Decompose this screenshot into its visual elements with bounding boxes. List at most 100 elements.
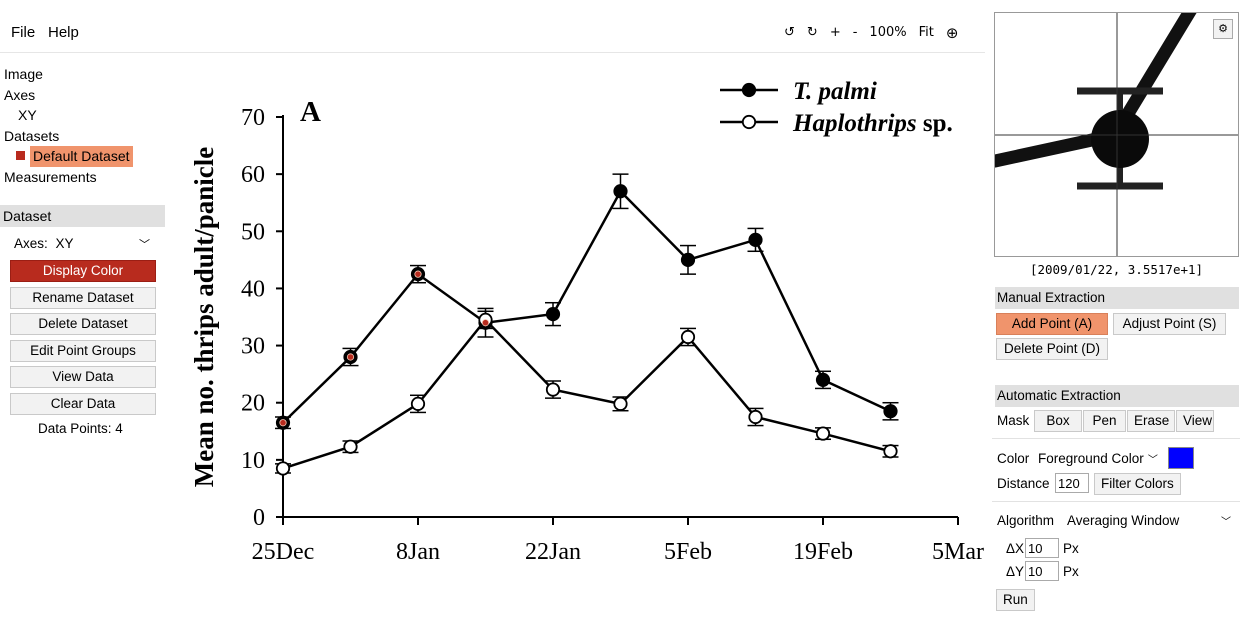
series-2-point	[748, 409, 763, 425]
display-color-button[interactable]: Display Color	[10, 260, 156, 282]
tree-dataset-default[interactable]: Default Dataset	[4, 146, 133, 167]
fit-button[interactable]: Fit	[918, 25, 934, 40]
mask-erase-button[interactable]: Erase	[1127, 410, 1175, 432]
mask-box-button[interactable]: Box	[1034, 410, 1082, 432]
legend-label: Haplothrips sp.	[792, 110, 953, 137]
clear-data-button[interactable]: Clear Data	[10, 393, 156, 415]
zoom-out-button[interactable]: -	[852, 25, 858, 40]
zoom-level: 100%	[869, 25, 907, 40]
run-button[interactable]: Run	[996, 589, 1035, 611]
digitized-point	[279, 419, 287, 427]
divider	[992, 501, 1240, 502]
gear-icon[interactable]: ⚙	[1213, 19, 1233, 39]
add-point-button[interactable]: Add Point (A)	[996, 313, 1108, 335]
x-tick-label: 25Dec	[252, 539, 315, 565]
y-tick-label: 40	[241, 276, 265, 302]
dataset-panel-header: Dataset	[0, 205, 165, 227]
y-axis-label: Mean no. thrips adult/panicle	[189, 147, 219, 488]
delete-dataset-button[interactable]: Delete Dataset	[10, 313, 156, 335]
tree-view: Image Axes XY Datasets Default Dataset M…	[4, 64, 133, 187]
series-1-line	[282, 189, 892, 424]
axes-select-label: Axes:	[14, 236, 48, 251]
automatic-extraction-header: Automatic Extraction	[995, 385, 1239, 407]
y-tick-label: 60	[241, 162, 265, 188]
series-1-point	[613, 184, 628, 199]
digitized-point	[346, 353, 355, 361]
rename-dataset-button[interactable]: Rename Dataset	[10, 287, 156, 309]
magnifier-view: ⚙	[994, 12, 1239, 257]
menu-bar: File Help ↺ ↻ + - 100% Fit ⊕	[0, 0, 985, 53]
menu-help[interactable]: Help	[48, 24, 79, 41]
x-tick-label: 22Jan	[525, 539, 581, 565]
series-1-point	[545, 307, 561, 322]
y-tick-label: 50	[241, 219, 265, 245]
rotate-ccw-icon[interactable]: ↺	[784, 25, 795, 40]
mask-pen-button[interactable]: Pen	[1083, 410, 1126, 432]
legend-marker	[741, 114, 757, 130]
color-swatch[interactable]	[1168, 447, 1194, 469]
divider	[992, 438, 1240, 439]
plot-canvas[interactable]: 0 10 20 30 40 50 60 70 25Dec 8Jan 22Jan 5Feb 19Feb 5M…	[170, 55, 985, 600]
menu-file[interactable]: File	[11, 24, 36, 41]
series-2-point	[275, 461, 291, 476]
mask-view-button[interactable]: View	[1176, 410, 1214, 432]
algorithm-select[interactable]: Averaging Window ﹀	[1067, 513, 1235, 528]
filter-colors-button[interactable]: Filter Colors	[1094, 473, 1181, 495]
series-2-point	[815, 426, 831, 441]
edit-point-groups-button[interactable]: Edit Point Groups	[10, 340, 156, 362]
dx-label: ΔX	[1006, 541, 1025, 556]
y-tick-label: 10	[241, 448, 265, 474]
series-2-line	[282, 317, 891, 470]
dy-unit: Px	[1063, 564, 1079, 579]
digitized-point	[481, 319, 490, 327]
distance-label: Distance	[997, 476, 1050, 491]
cursor-coordinates: [2009/01/22, 3.5517e+1]	[1029, 262, 1204, 277]
zoom-in-button[interactable]: +	[829, 25, 841, 40]
delete-point-button[interactable]: Delete Point (D)	[996, 338, 1108, 360]
axes-select[interactable]: Axes: XY ﹀	[14, 236, 154, 251]
color-mode-value: Foreground Color	[1038, 451, 1144, 466]
digitized-point	[414, 270, 422, 278]
chevron-down-icon: ﹀	[1221, 517, 1231, 528]
mask-label: Mask	[997, 413, 1030, 428]
y-tick-label: 30	[241, 334, 265, 360]
tree-measurements[interactable]: Measurements	[4, 168, 97, 185]
magnifier-image	[995, 13, 1238, 256]
dy-input[interactable]	[1025, 561, 1059, 581]
tree-axes[interactable]: Axes	[4, 86, 36, 103]
manual-extraction-header: Manual Extraction	[995, 287, 1239, 309]
series-2-point	[680, 329, 696, 345]
tree-dataset-label: Default Dataset	[30, 146, 133, 167]
axes-select-value: XY	[55, 236, 74, 251]
dx-unit: Px	[1063, 541, 1079, 556]
x-tick-label: 19Feb	[793, 539, 853, 565]
series-2-point	[545, 382, 561, 397]
rotate-cw-icon[interactable]: ↻	[806, 25, 818, 40]
color-label: Color	[997, 451, 1030, 466]
color-mode-select[interactable]: Foreground Color ﹀	[1038, 451, 1158, 466]
panel-label: A	[300, 96, 321, 128]
chart: 0 10 20 30 40 50 60 70 25Dec 8Jan 22Jan 5Feb 19Feb 5M…	[189, 78, 984, 565]
adjust-point-button[interactable]: Adjust Point (S)	[1113, 313, 1226, 335]
dy-label: ΔY	[1006, 564, 1025, 579]
series-1-point	[680, 252, 696, 267]
series-2-point	[410, 396, 426, 411]
tree-image[interactable]: Image	[4, 66, 43, 82]
series-2-point	[613, 396, 628, 411]
series-2-point	[883, 444, 898, 459]
distance-input[interactable]	[1055, 473, 1089, 493]
dataset-color-swatch	[16, 151, 25, 160]
y-tick-label: 20	[241, 391, 265, 417]
chevron-down-icon: ﹀	[1147, 455, 1158, 466]
dx-input[interactable]	[1025, 538, 1059, 558]
x-tick-label: 8Jan	[396, 539, 440, 565]
crosshair-icon[interactable]: ⊕	[945, 24, 959, 42]
y-tick-label: 0	[253, 505, 265, 531]
y-tick-label: 70	[241, 105, 265, 131]
x-tick-label: 5Mar	[932, 539, 984, 565]
legend-label: T. palmi	[793, 78, 877, 105]
view-data-button[interactable]: View Data	[10, 366, 156, 388]
tree-axes-xy[interactable]: XY	[18, 107, 37, 123]
tree-datasets[interactable]: Datasets	[4, 127, 60, 144]
zoom-controls: ↺ ↻ + - 100% Fit ⊕	[778, 24, 964, 42]
